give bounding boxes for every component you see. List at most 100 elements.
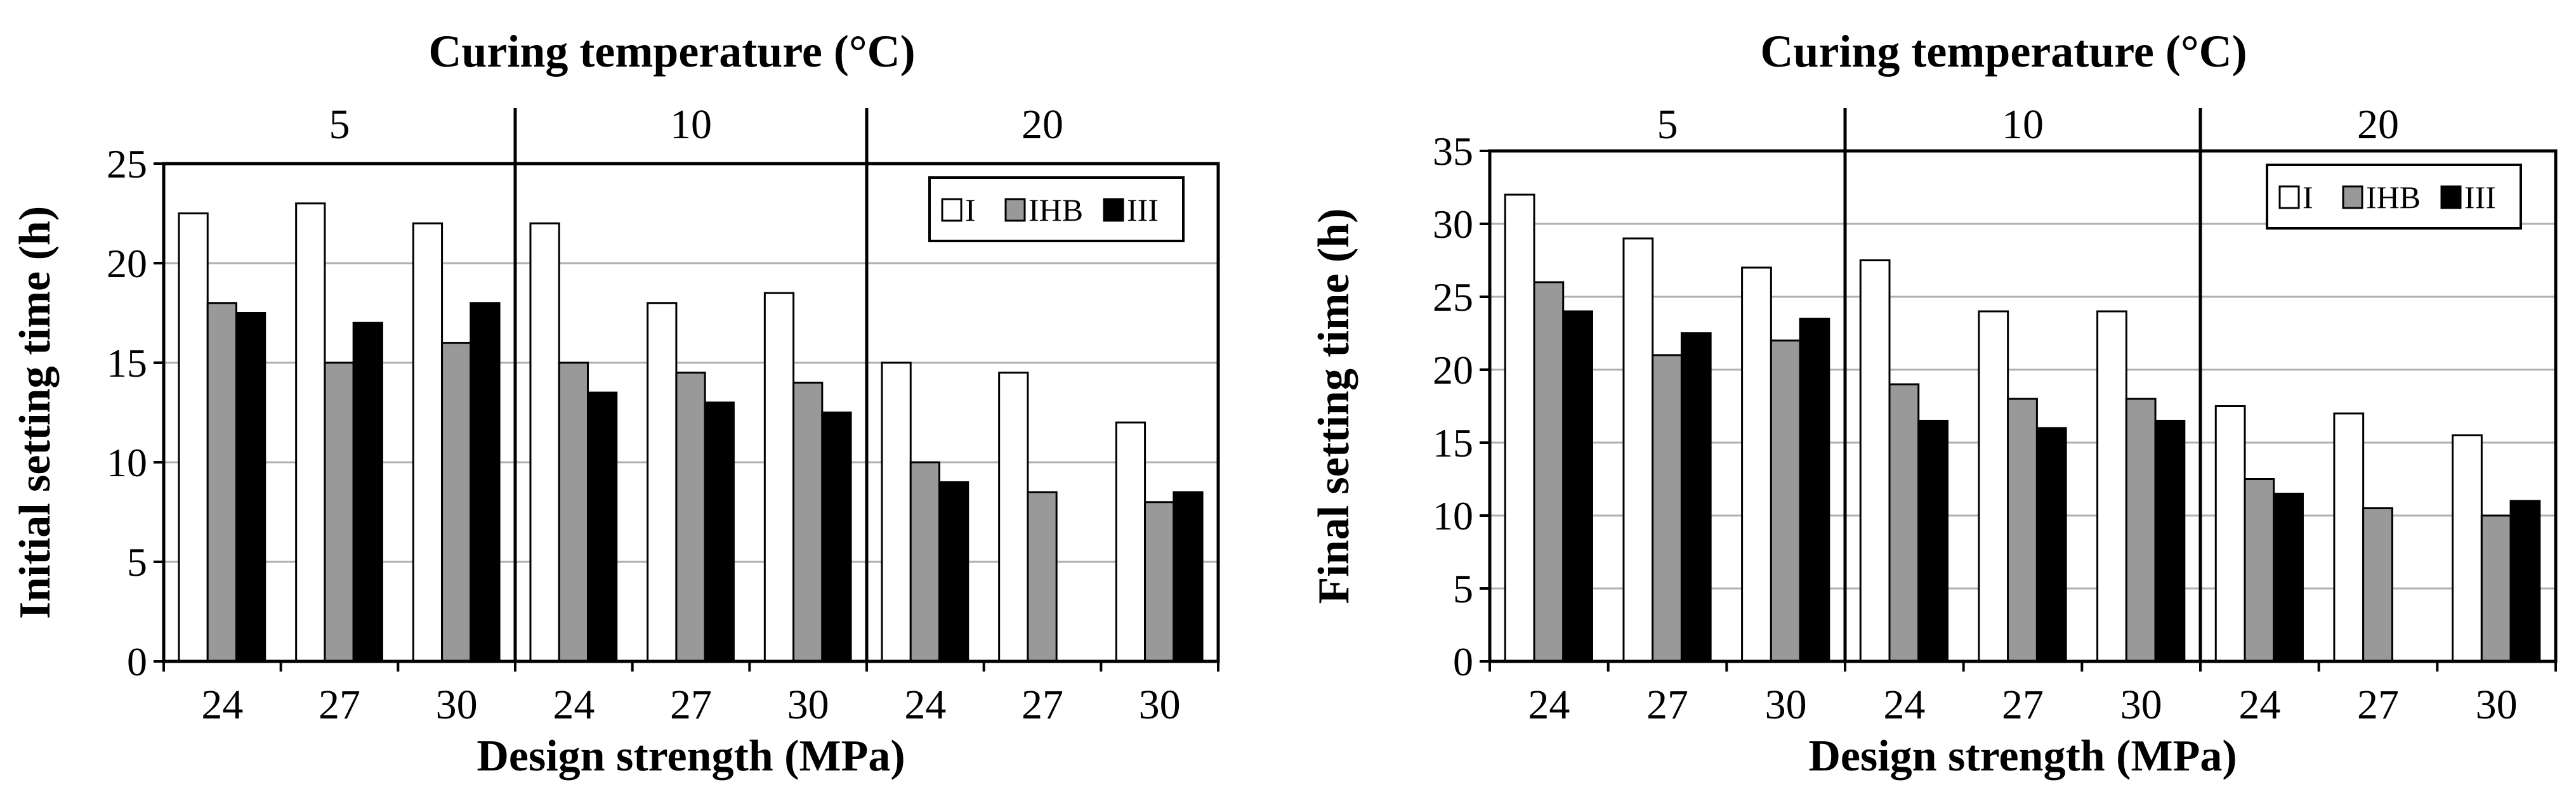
bar-i-6 [881,361,912,663]
y-tick-label: 0 [127,639,147,684]
temperature-label: 20 [1022,101,1063,148]
legend-swatch-i [941,198,963,222]
y-axis-title: Final setting time (h) [1310,208,1358,604]
bar-ihb-8 [2480,514,2512,663]
bar-iii-5 [821,412,852,663]
legend-swatch-ihb [2342,185,2363,209]
legend-box [2266,164,2522,230]
bar-ihb-5 [792,381,824,663]
temperature-label: 20 [2357,101,2399,148]
legend-swatch-i [2278,185,2300,209]
x-category-label: 30 [1765,682,1807,728]
x-category-label: 30 [787,682,829,728]
bar-iii-8 [2509,500,2541,663]
x-category-label: 24 [1528,682,1570,728]
final-setting-chart: 0 5 10 15 20 25 30 35 24 27 30 24 27 30 24 27 30 5 10 20 Cur… [1310,26,2558,781]
y-tick-label: 5 [127,540,147,585]
bar-i-8 [1115,421,1147,663]
x-category-label: 27 [2002,682,2044,728]
y-tick-label: 0 [1453,639,1473,684]
x-category-label: 30 [2476,682,2518,728]
legend-label-ihb: IHB [1028,192,1083,228]
y-tick-label: 10 [1433,493,1473,538]
y-tick-label: 10 [107,440,147,485]
bar-ihb-3 [1888,383,1920,663]
temperature-label: 10 [670,101,712,148]
bar-i-6 [2214,405,2246,663]
legend-label-ihb: IHB [2366,179,2421,215]
bar-ihb-1 [1652,354,1683,663]
bar-ihb-1 [324,361,355,663]
bar-i-5 [763,292,795,663]
bar-iii-4 [2035,427,2067,663]
x-category-label: 30 [2120,682,2162,728]
x-category-label: 24 [553,682,595,728]
x-category-label: 24 [904,682,946,728]
legend-label-iii: III [2464,179,2496,215]
bar-iii-0 [1562,310,1593,663]
x-category-label: 24 [201,682,243,728]
initial-setting-chart: 0 5 10 15 20 25 24 27 30 24 27 30 24 27 30 5 10 20 Curing … [11,26,1220,781]
bar-ihb-3 [558,361,589,663]
bar-i-4 [1978,310,2009,663]
y-tick-label: 5 [1453,566,1473,611]
bar-i-5 [2096,310,2127,663]
bar-ihb-7 [2362,507,2393,663]
y-tick-label: 25 [1433,275,1473,320]
legend-label-i: I [965,192,976,228]
bar-i-4 [647,302,678,663]
bar-iii-2 [470,302,501,663]
bar-i-7 [2333,412,2365,663]
legend-swatch-ihb [1004,198,1026,222]
bar-iii-2 [1799,318,1830,663]
legend-label-iii: III [1127,192,1159,228]
bar-ihb-5 [2125,398,2157,663]
chart-title: Curing temperature (°C) [428,26,915,77]
y-tick-label: 15 [1433,420,1473,465]
x-axis-title: Design strength (MPa) [476,732,905,781]
x-category-label: 24 [1883,682,1925,728]
bar-i-7 [998,372,1029,663]
y-tick-label: 25 [107,141,147,186]
bar-iii-6 [938,481,969,663]
bar-i-0 [178,212,209,663]
bar-ihb-0 [206,302,237,663]
legend-swatch-iii [2440,185,2462,209]
temperature-label: 5 [329,101,350,148]
bar-ihb-2 [1770,339,1801,663]
legend-swatch-iii [1103,198,1124,222]
bar-i-2 [1741,266,1772,663]
bar-ihb-2 [441,342,472,663]
bar-iii-6 [2273,493,2304,663]
bar-iii-1 [1680,332,1712,663]
bar-iii-3 [1917,420,1948,663]
y-tick-label: 20 [1433,348,1473,393]
bar-ihb-6 [2244,478,2275,663]
y-tick-label: 35 [1433,129,1473,174]
x-category-label: 27 [2357,682,2399,728]
bar-iii-5 [2154,420,2186,663]
bar-i-3 [1859,259,1891,663]
x-category-label: 27 [1646,682,1688,728]
x-axis-title: Design strength (MPa) [1808,732,2237,781]
legend-box [928,176,1185,242]
bar-i-1 [295,202,326,663]
bar-ihb-4 [2007,398,2038,663]
plot-frame [1488,149,2558,663]
bar-i-3 [529,222,560,663]
bar-ihb-7 [1027,491,1058,663]
x-category-label: 27 [670,682,712,728]
bar-iii-0 [235,312,266,663]
bar-ihb-0 [1533,281,1565,663]
bar-i-2 [412,222,444,663]
temperature-label: 10 [2002,101,2044,148]
x-category-label: 27 [319,682,360,728]
bar-iii-4 [704,401,735,663]
bar-ihb-8 [1144,501,1175,663]
x-category-label: 30 [436,682,478,728]
y-tick-label: 20 [107,241,147,286]
x-category-label: 30 [1139,682,1181,728]
bar-ihb-4 [675,372,706,663]
y-axis-title: Initial setting time (h) [11,206,60,619]
bar-ihb-6 [909,461,940,663]
